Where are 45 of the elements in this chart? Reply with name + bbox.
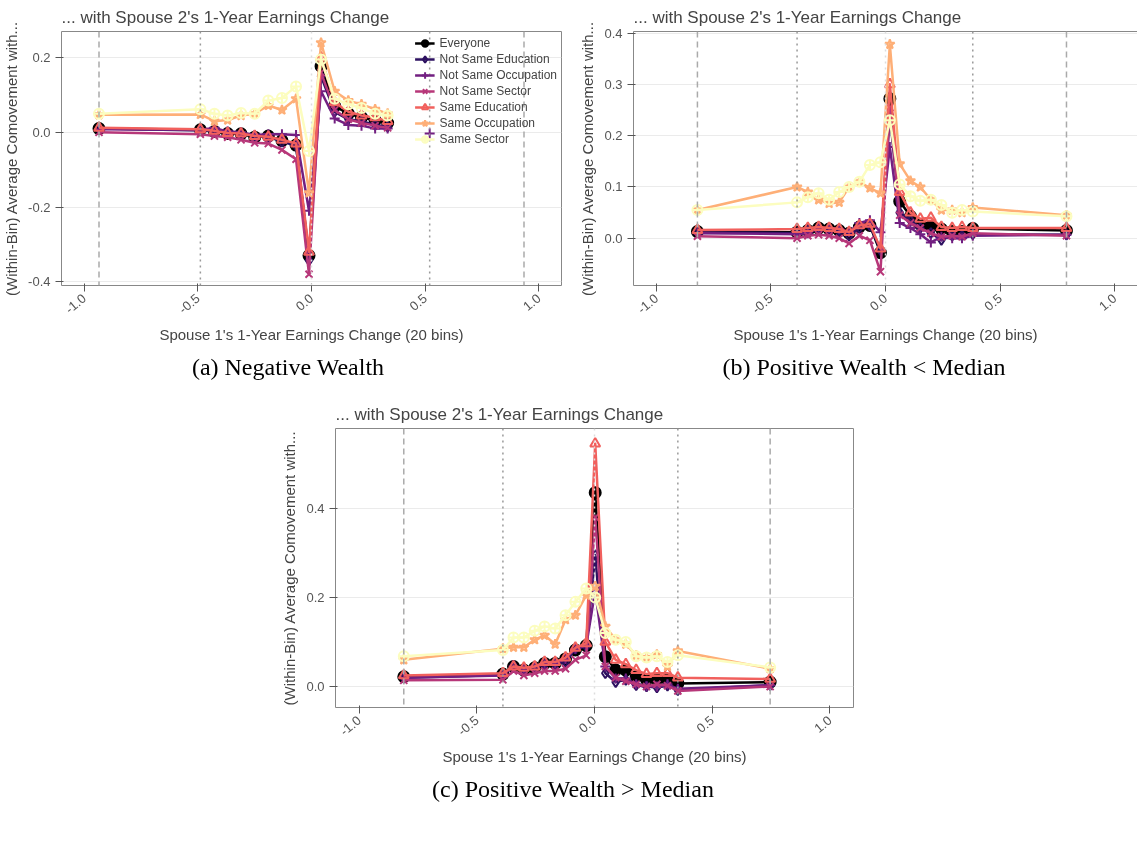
legend-label: Not Same Occupation: [439, 67, 557, 83]
y-tick-label: 0.0: [306, 679, 325, 695]
y-tick-label: 0.2: [32, 50, 51, 66]
y-axis-title: (Within-Bin) Average Comovement with...: [579, 21, 597, 296]
x-axis-title: Spouse 1's 1-Year Earnings Change (20 bins): [733, 325, 1038, 343]
text: (b) Positive Wealth < Median: [722, 353, 1006, 382]
y-tick-label: -0.4: [28, 274, 51, 290]
x-tick-label: -0.5: [175, 290, 203, 317]
x-tick-label: 1.0: [520, 290, 544, 314]
y-tick-label: 0.3: [604, 76, 623, 92]
legend-label: Not Same Education: [439, 51, 550, 67]
x-tick-label: -1.0: [634, 290, 662, 317]
y-tick-label: -0.2: [28, 199, 51, 215]
text: (c) Positive Wealth > Median: [432, 775, 714, 804]
x-tick-label: 1.0: [1095, 290, 1120, 314]
x-axis-title: Spouse 1's 1-Year Earnings Change (20 bins): [159, 325, 464, 343]
y-tick-label: 0.1: [604, 179, 623, 195]
chart-title: ... with Spouse 2's 1-Year Earnings Change: [633, 7, 962, 27]
x-axis-title: Spouse 1's 1-Year Earnings Change (20 bins): [442, 747, 747, 765]
x-tick-label: 0.5: [406, 290, 430, 314]
y-tick-label: 0.2: [306, 589, 325, 605]
x-tick-label: -0.5: [748, 290, 776, 317]
legend-label: Everyone: [439, 35, 491, 51]
chart-title: ... with Spouse 2's 1-Year Earnings Change: [335, 404, 664, 424]
x-tick-label: -1.0: [62, 290, 90, 317]
chart-title: ... with Spouse 2's 1-Year Earnings Change: [61, 7, 390, 27]
x-tick-label: 0.0: [575, 712, 600, 736]
x-tick-label: -1.0: [337, 712, 364, 739]
x-tick-label: -0.5: [454, 712, 482, 739]
y-tick-label: 0.0: [32, 124, 51, 140]
y-tick-label: 0.4: [306, 500, 325, 516]
y-axis-title: (Within-Bin) Average Comovement with...: [281, 431, 299, 706]
y-axis-title: (Within-Bin) Average Comovement with...: [3, 21, 21, 296]
legend-label: Same Sector: [439, 131, 509, 147]
legend-label: Same Occupation: [439, 115, 535, 131]
x-tick-label: 0.0: [866, 290, 891, 314]
y-tick-label: 0.0: [604, 230, 623, 246]
x-tick-label: 0.5: [693, 712, 718, 736]
y-tick-label: 0.4: [604, 25, 623, 41]
text: (a) Negative Wealth: [191, 353, 385, 382]
legend-label: Same Education: [439, 99, 528, 115]
y-tick-label: 0.2: [604, 128, 623, 144]
x-tick-label: 1.0: [811, 712, 835, 736]
x-tick-label: 0.5: [981, 290, 1005, 314]
legend-label: Not Same Sector: [439, 83, 531, 99]
